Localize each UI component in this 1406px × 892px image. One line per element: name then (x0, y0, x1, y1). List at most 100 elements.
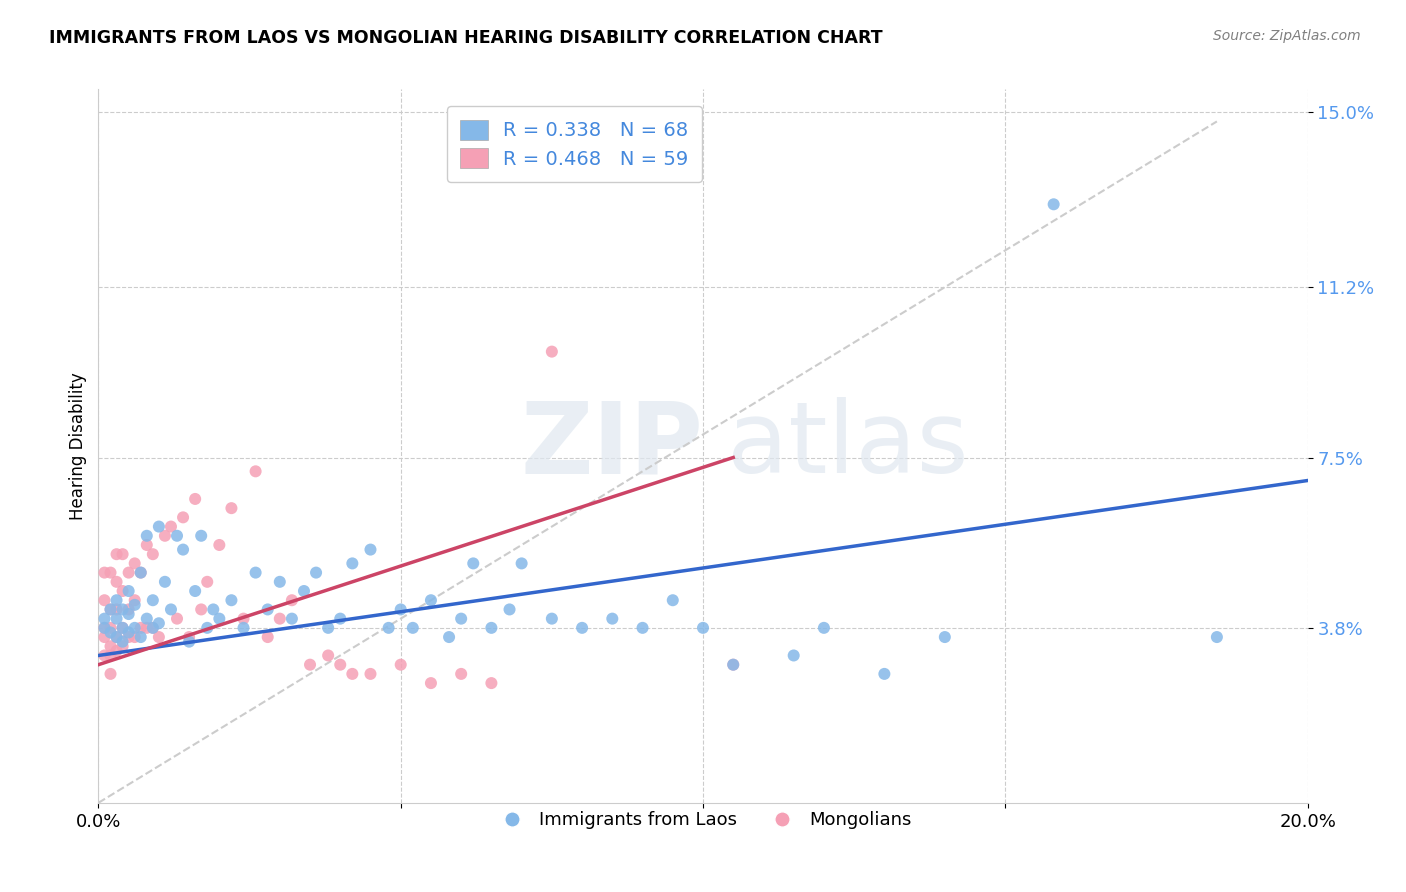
Point (172, 510, 194, 524)
Point (360, 542, 382, 557)
Point (111, 547, 134, 561)
Point (269, 574, 291, 589)
Point (93, 612, 115, 626)
Point (179, 630, 201, 644)
Point (256, 602, 278, 616)
Point (329, 612, 352, 626)
Point (142, 621, 165, 635)
Point (342, 666, 364, 681)
Point (221, 501, 243, 516)
Point (281, 612, 304, 626)
Point (135, 612, 157, 626)
Point (160, 519, 183, 533)
Point (245, 566, 267, 580)
Point (111, 602, 134, 616)
Point (190, 529, 212, 543)
Point (631, 621, 654, 635)
Point (93, 621, 115, 635)
Point (153, 574, 176, 589)
Point (342, 557, 364, 571)
Point (118, 566, 141, 580)
Point (377, 621, 399, 635)
Point (329, 657, 352, 672)
Point (118, 625, 141, 640)
Point (93, 621, 115, 635)
Point (93, 593, 115, 607)
Point (389, 657, 412, 672)
Text: atlas: atlas (727, 398, 969, 494)
Point (142, 593, 165, 607)
Point (184, 584, 207, 599)
Point (100, 640, 122, 654)
Point (692, 621, 714, 635)
Legend: Immigrants from Laos, Mongolians: Immigrants from Laos, Mongolians (486, 805, 920, 837)
Point (105, 644, 128, 658)
Point (420, 676, 443, 690)
Point (100, 602, 122, 616)
Point (481, 676, 503, 690)
Point (105, 547, 128, 561)
Point (100, 621, 122, 635)
Point (105, 630, 128, 644)
Point (124, 557, 146, 571)
Point (498, 602, 520, 616)
Point (100, 602, 122, 616)
Point (118, 630, 141, 644)
Point (105, 574, 128, 589)
Point (142, 621, 165, 635)
Point (195, 574, 218, 589)
Point (202, 602, 225, 616)
Point (105, 593, 128, 607)
Point (389, 602, 412, 616)
Point (723, 657, 745, 672)
Point (135, 529, 157, 543)
Point (481, 621, 503, 635)
Point (873, 666, 896, 681)
Y-axis label: Hearing Disability: Hearing Disability (69, 372, 87, 520)
Point (934, 630, 956, 644)
Point (232, 612, 254, 626)
Point (93, 630, 115, 644)
Point (100, 566, 122, 580)
Point (124, 598, 146, 612)
Text: ZIP: ZIP (520, 398, 703, 494)
Point (93, 648, 115, 663)
Point (100, 625, 122, 640)
Point (148, 519, 170, 533)
Point (142, 547, 165, 561)
Point (402, 621, 425, 635)
Point (124, 593, 146, 607)
Point (571, 621, 593, 635)
Point (723, 657, 745, 672)
Point (1206, 630, 1229, 644)
Point (172, 542, 194, 557)
Point (124, 630, 146, 644)
Point (160, 602, 183, 616)
Point (105, 612, 128, 626)
Point (221, 593, 243, 607)
Point (135, 538, 157, 552)
Point (316, 648, 339, 663)
Point (463, 557, 485, 571)
Point (105, 630, 128, 644)
Point (129, 630, 152, 644)
Point (118, 602, 141, 616)
Point (184, 491, 207, 506)
Point (118, 607, 141, 621)
Point (783, 648, 806, 663)
Point (111, 640, 134, 654)
Point (299, 657, 322, 672)
Text: Source: ZipAtlas.com: Source: ZipAtlas.com (1213, 29, 1361, 44)
Point (305, 566, 328, 580)
Point (190, 602, 212, 616)
Point (166, 529, 188, 543)
Point (1042, 197, 1064, 211)
Point (111, 621, 134, 635)
Point (292, 584, 315, 599)
Point (813, 621, 835, 635)
Point (93, 566, 115, 580)
Point (208, 538, 231, 552)
Point (195, 621, 218, 635)
Point (450, 612, 472, 626)
Point (129, 621, 152, 635)
